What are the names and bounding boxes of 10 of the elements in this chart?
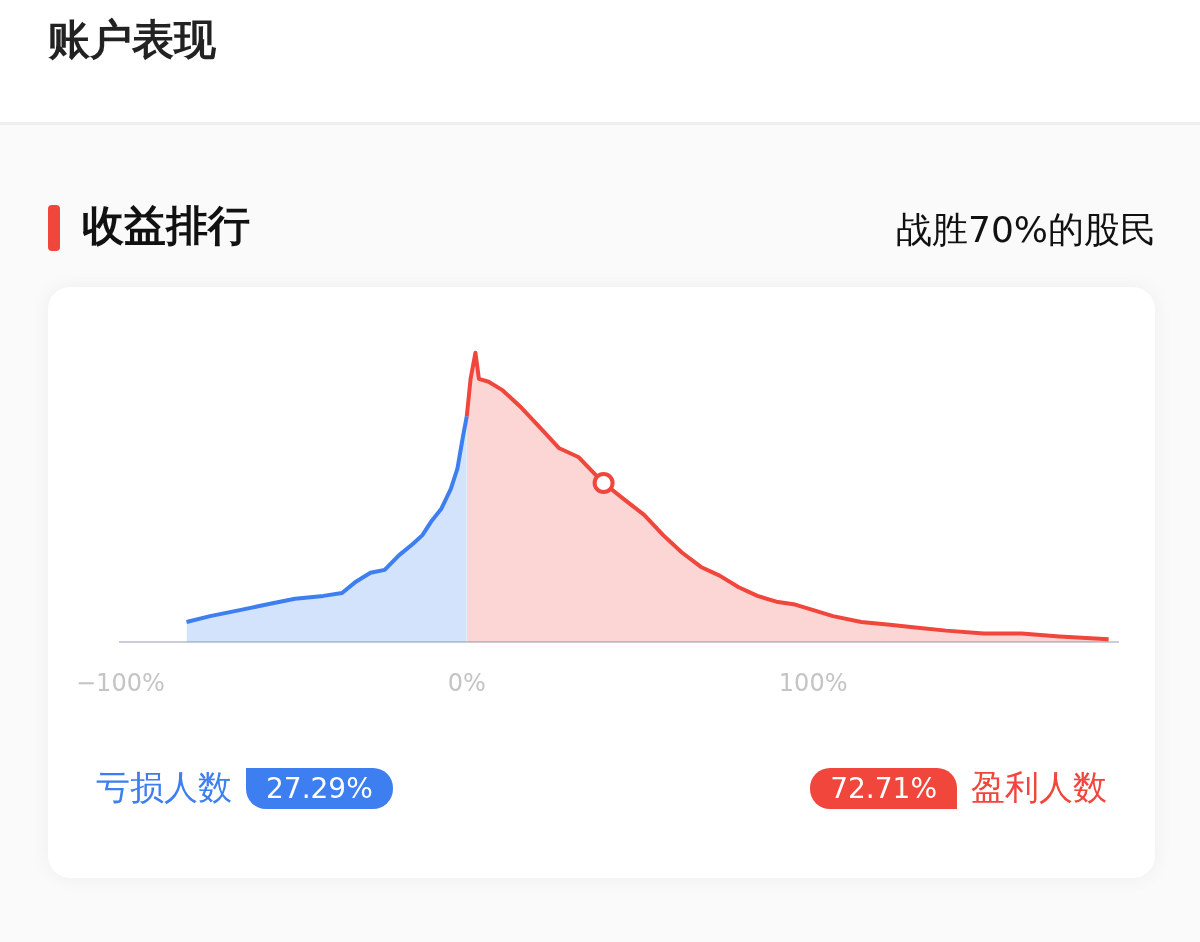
text: 战胜70%的股民 bbox=[895, 208, 1156, 252]
text: 亏损人数 bbox=[96, 766, 232, 809]
chart-title: 账户表现 bbox=[48, 14, 216, 66]
text: 27.29% bbox=[246, 767, 393, 809]
x-tick-label: 100% bbox=[778, 668, 848, 697]
chart-subtitle: 收益排行 bbox=[82, 200, 250, 252]
legend-label: 盈利人数 bbox=[971, 766, 1107, 809]
text: 72.71% bbox=[810, 767, 957, 809]
x-tick-label: 0% bbox=[447, 668, 486, 697]
x-tick-label: −100% bbox=[75, 668, 165, 697]
